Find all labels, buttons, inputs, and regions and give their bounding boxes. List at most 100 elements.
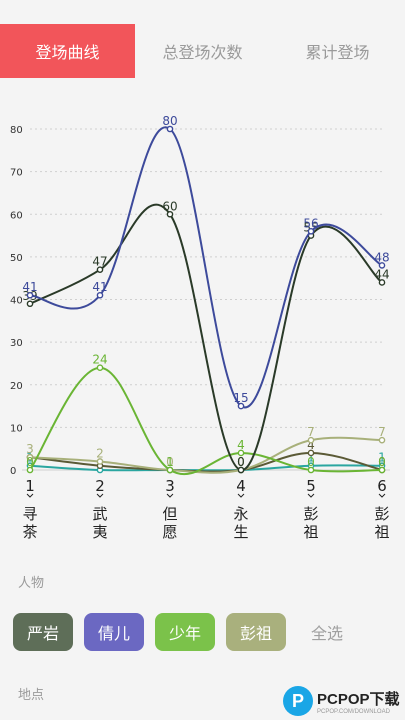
people-section-title: 人物 (18, 576, 45, 591)
data-label: 7 (307, 425, 315, 439)
data-point (237, 466, 245, 474)
y-tick-label: 60 (10, 210, 23, 221)
chevron-down-icon (237, 493, 245, 498)
data-label: 55 (303, 221, 318, 235)
chevron-down-icon (307, 493, 315, 498)
data-point (26, 453, 34, 461)
data-label: 47 (92, 255, 107, 269)
chip-qianer[interactable]: 倩儿 (84, 613, 144, 651)
data-point (26, 291, 34, 299)
data-label: 4 (237, 438, 245, 452)
data-point (166, 125, 174, 133)
data-point (378, 279, 386, 286)
category-label: 生 (233, 523, 248, 541)
data-point (237, 449, 245, 457)
data-label: 1 (307, 451, 315, 465)
data-label: 0 (237, 455, 245, 469)
data-label: 0 (378, 455, 386, 469)
x-tick-label: 4 (236, 477, 246, 495)
watermark-text: PCPOP下载 (317, 690, 400, 708)
watermark-logo: P (283, 686, 313, 716)
data-label: 3 (26, 442, 34, 456)
data-point (378, 466, 386, 474)
category-label: 祖 (303, 523, 318, 541)
y-tick-label: 30 (10, 338, 23, 349)
series-line (29, 464, 383, 472)
y-tick-label: 40 (10, 296, 23, 307)
chevron-down-icon (96, 493, 104, 498)
data-point (378, 262, 386, 269)
chevron-down-icon (26, 493, 34, 498)
chart-svg: 0102030405060708011104032007702414003947… (10, 114, 390, 541)
data-point (307, 466, 315, 474)
chevron-down-icon (166, 493, 174, 498)
data-label: 56 (303, 216, 318, 230)
y-tick-label: 0 (10, 466, 16, 477)
y-tick-label: 10 (10, 423, 23, 434)
data-point (237, 402, 245, 410)
select-all-button[interactable]: 全选 (310, 624, 343, 643)
x-tick-label: 2 (95, 477, 105, 495)
tab-cumulative[interactable]: 累计登场 (305, 43, 370, 62)
y-tick-label: 80 (10, 125, 23, 136)
data-label: 0 (237, 455, 245, 469)
data-point (96, 458, 104, 465)
data-point (96, 266, 104, 273)
series-line (29, 203, 383, 472)
data-label: 1 (166, 455, 174, 469)
category-label: 永 (233, 505, 248, 523)
chip-pengzu[interactable]: 彭祖 (226, 613, 286, 651)
data-label: 0 (307, 455, 315, 469)
data-label: 7 (378, 425, 386, 439)
series-line (29, 451, 383, 473)
chip-shaonian[interactable]: 少年 (155, 613, 215, 651)
x-tick-label: 6 (377, 477, 387, 495)
category-label: 武 (92, 505, 107, 523)
category-label: 茶 (22, 523, 37, 541)
data-label: 41 (22, 280, 37, 294)
category-label: 夷 (92, 523, 107, 541)
data-label: 24 (92, 353, 107, 367)
data-point (166, 210, 174, 218)
category-label: 彭 (374, 505, 389, 523)
data-label: 15 (233, 391, 248, 405)
x-tick-label: 5 (306, 477, 316, 495)
data-label: 44 (374, 267, 389, 281)
data-point (96, 364, 104, 372)
y-tick-label: 20 (10, 381, 23, 392)
tab-appearance-curve[interactable]: 登场曲线 (0, 24, 135, 78)
data-label: 2 (96, 446, 104, 460)
data-label: 80 (162, 114, 177, 128)
tab-total-appearances[interactable]: 总登场次数 (162, 43, 243, 62)
watermark: P PCPOP下载 PCPOP.COM/DOWNLOAD (283, 682, 405, 720)
data-point (307, 449, 315, 457)
people-chips: 严岩 倩儿 少年 彭祖 全选 (13, 613, 357, 651)
chip-yanyan[interactable]: 严岩 (13, 613, 73, 651)
series-line (29, 366, 383, 476)
data-point (378, 436, 386, 444)
data-point (307, 227, 315, 235)
category-label: 愿 (162, 523, 177, 541)
category-label: 但 (162, 505, 177, 523)
data-point (166, 466, 174, 474)
chevron-down-icon (378, 493, 386, 498)
category-label: 祖 (374, 523, 389, 541)
y-tick-label: 70 (10, 168, 23, 179)
data-point (307, 436, 315, 444)
x-tick-label: 1 (25, 477, 35, 495)
category-label: 彭 (303, 505, 318, 523)
data-point (96, 291, 104, 299)
y-tick-label: 50 (10, 253, 23, 264)
data-label: 0 (166, 455, 174, 469)
places-section-title: 地点 (18, 688, 45, 703)
x-tick-label: 3 (165, 477, 175, 495)
data-label: 0 (237, 455, 245, 469)
data-label: 60 (162, 199, 177, 213)
data-point (26, 466, 34, 474)
data-label: 48 (374, 250, 389, 264)
data-label: 4 (307, 438, 315, 452)
data-label: 0 (26, 455, 34, 469)
data-label: 41 (92, 280, 107, 294)
category-label: 寻 (22, 505, 37, 523)
line-chart: 0102030405060708011104032007702414003947… (0, 100, 405, 550)
